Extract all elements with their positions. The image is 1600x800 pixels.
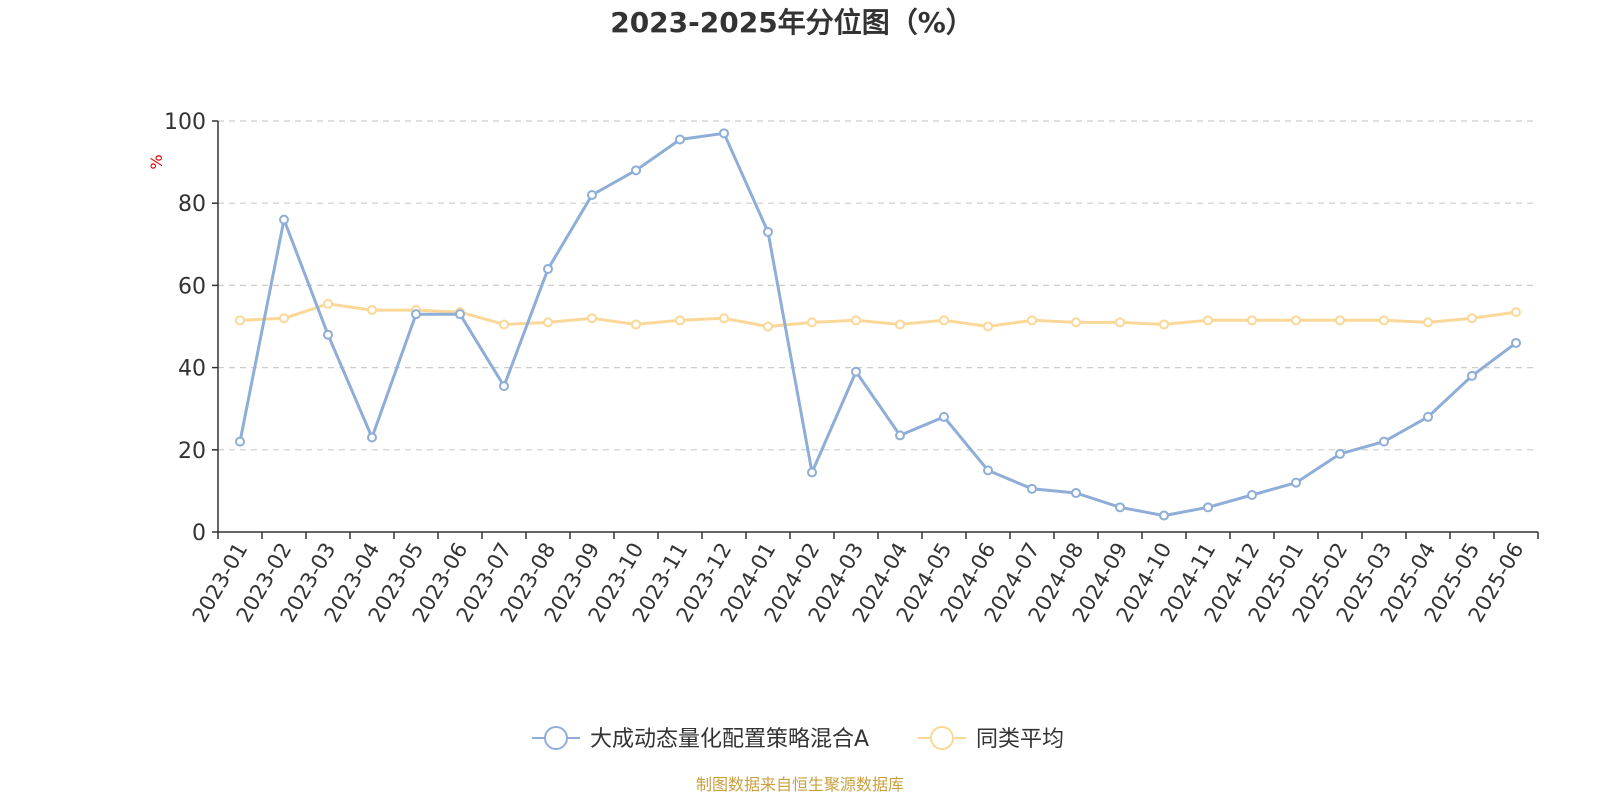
y-tick-label: 0: [192, 521, 206, 546]
data-point: [367, 305, 377, 316]
legend-label: 同类平均: [976, 727, 1064, 752]
y-axis-unit: %: [147, 154, 166, 169]
data-point: [1115, 317, 1125, 328]
data-point: [235, 315, 245, 326]
data-point: [1159, 510, 1169, 521]
data-point: [1511, 307, 1521, 318]
grid-lines: [218, 120, 1538, 451]
legend-marker: [544, 726, 568, 750]
series-group: [235, 128, 1521, 521]
series-line: [239, 302, 1517, 328]
data-point: [1291, 315, 1301, 326]
data-point: [763, 321, 773, 332]
y-tick-label: 80: [178, 192, 206, 217]
data-point: [279, 214, 289, 225]
data-point: [983, 465, 993, 476]
data-point: [1467, 313, 1477, 324]
data-point: [631, 165, 641, 176]
y-tick-label: 40: [178, 357, 206, 382]
data-point: [1291, 477, 1301, 488]
axes: [217, 121, 1538, 533]
series-fund: [235, 128, 1521, 521]
data-point: [807, 317, 817, 328]
data-point: [763, 226, 773, 237]
data-point: [543, 317, 553, 328]
y-tick-label: 60: [178, 274, 206, 299]
data-point: [543, 263, 553, 274]
data-point: [323, 329, 333, 340]
data-point: [1423, 317, 1433, 328]
data-point: [939, 315, 949, 326]
data-point: [1379, 315, 1389, 326]
legend-label: 大成动态量化配置策略混合A: [590, 727, 869, 752]
chart-title: 2023-2025年分位图（%）: [610, 6, 974, 39]
data-point: [235, 436, 245, 447]
data-point: [1115, 502, 1125, 513]
data-point: [719, 313, 729, 324]
x-axis-ticks: 2023-012023-022023-032023-042023-052023-…: [188, 532, 1539, 626]
data-point: [1511, 337, 1521, 348]
data-point: [895, 319, 905, 330]
data-point: [851, 366, 861, 377]
data-point: [1203, 502, 1213, 513]
source-note: 制图数据来自恒生聚源数据库: [696, 775, 904, 794]
y-tick-label: 100: [164, 110, 206, 135]
data-point: [279, 313, 289, 324]
data-point: [895, 430, 905, 441]
data-point: [1027, 315, 1037, 326]
legend: 大成动态量化配置策略混合A 同类平均: [532, 726, 1064, 752]
data-point: [499, 319, 509, 330]
data-point: [1071, 487, 1081, 498]
data-point: [1159, 319, 1169, 330]
data-point: [367, 432, 377, 443]
data-point: [719, 128, 729, 139]
data-point: [323, 298, 333, 309]
y-axis-ticks: 0 20 40 60 80 100: [164, 110, 218, 546]
data-point: [1467, 370, 1477, 381]
data-point: [1203, 315, 1213, 326]
data-point: [675, 315, 685, 326]
data-point: [631, 319, 641, 330]
data-point: [411, 309, 421, 320]
data-point: [587, 189, 597, 200]
data-point: [675, 134, 685, 145]
data-point: [983, 321, 993, 332]
data-point: [1071, 317, 1081, 328]
series-line: [238, 131, 1517, 518]
data-point: [1379, 436, 1389, 447]
y-tick-label: 20: [178, 439, 206, 464]
data-point: [1027, 483, 1037, 494]
data-point: [587, 313, 597, 324]
legend-marker: [930, 726, 954, 750]
legend-item-category-average[interactable]: 同类平均: [918, 726, 1064, 752]
data-point: [807, 467, 817, 478]
legend-item-fund[interactable]: 大成动态量化配置策略混合A: [532, 726, 869, 752]
data-point: [499, 381, 509, 392]
data-point: [1335, 448, 1345, 459]
data-point: [1247, 315, 1257, 326]
data-point: [939, 411, 949, 422]
data-point: [1247, 490, 1257, 501]
data-point: [1423, 411, 1433, 422]
data-point: [851, 315, 861, 326]
data-point: [455, 309, 465, 320]
data-point: [1335, 315, 1345, 326]
